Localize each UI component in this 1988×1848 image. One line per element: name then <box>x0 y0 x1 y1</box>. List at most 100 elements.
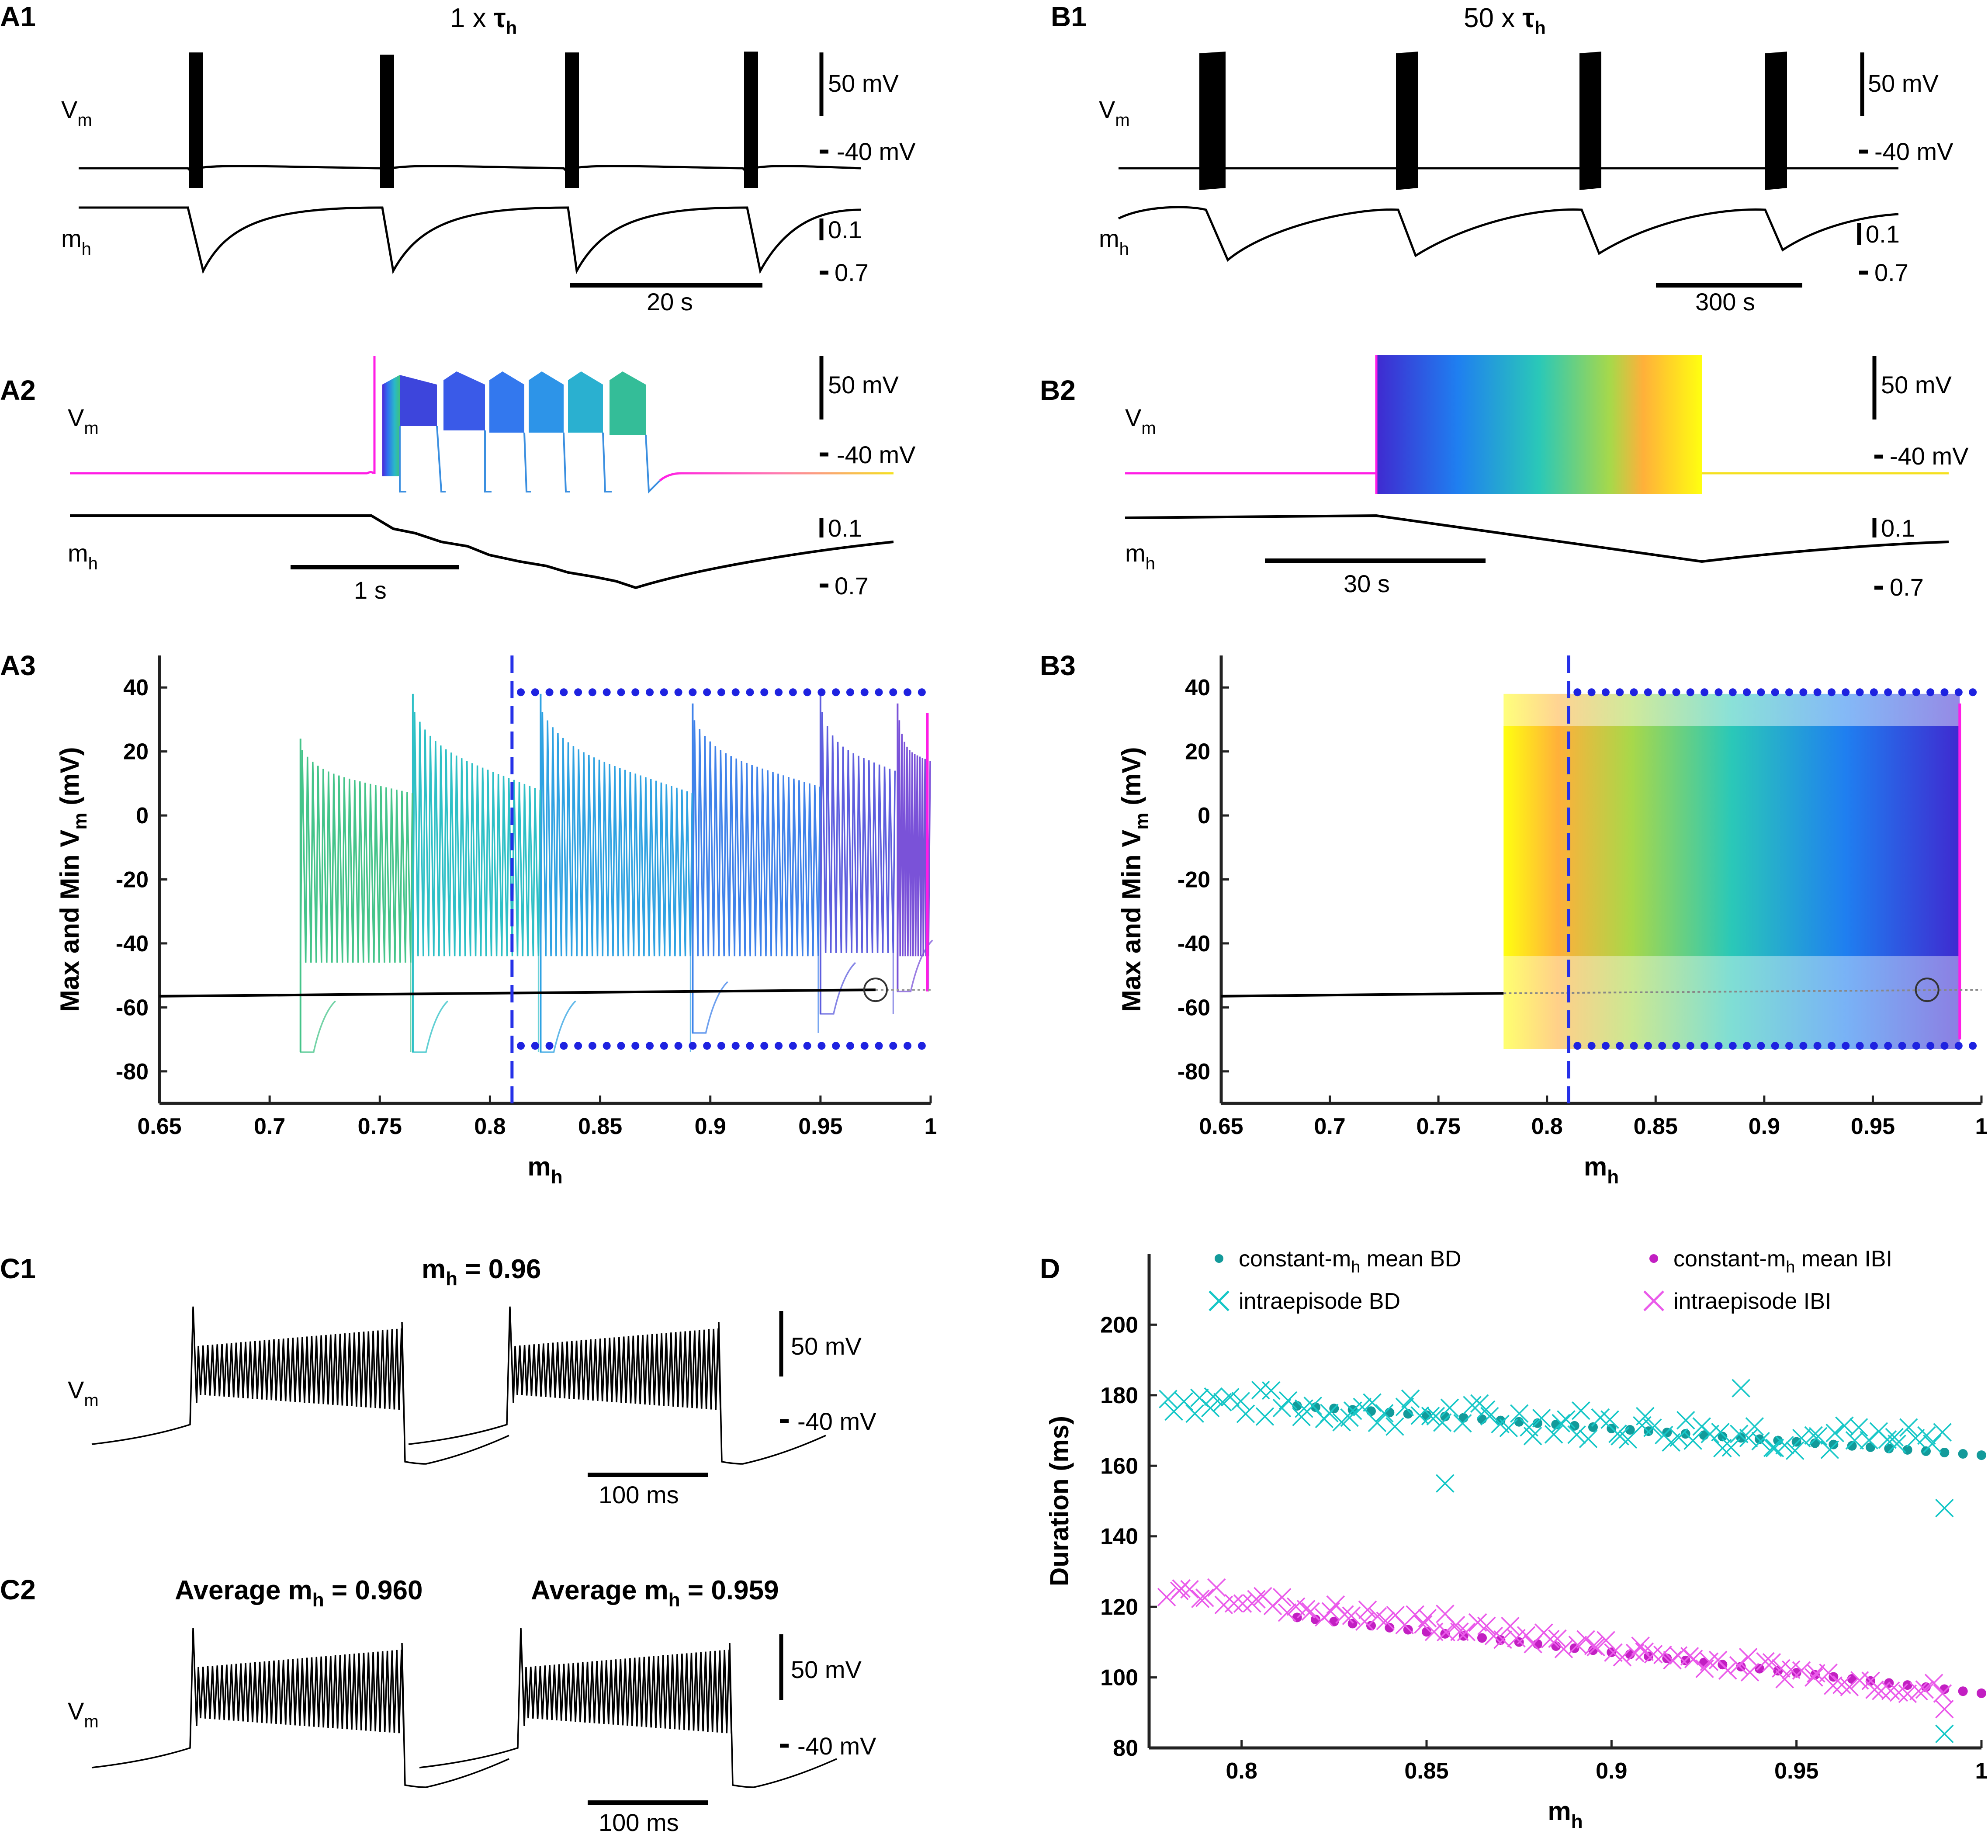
a3-burst-spikes <box>412 712 541 957</box>
burst-band-B2 <box>1376 355 1702 494</box>
a3-max-dot <box>775 688 783 697</box>
b3-max-dot <box>1686 688 1694 697</box>
a3-x-tick-label: 0.95 <box>798 1114 842 1139</box>
vm-label-C1: Vm <box>68 1376 99 1410</box>
panel-label-C2: C2 <box>0 1574 36 1605</box>
a3-y-tick-label: -60 <box>116 995 149 1020</box>
b3-min-dot <box>1969 1042 1977 1050</box>
b3-y-tick-label: -40 <box>1178 931 1210 957</box>
d-intra-bd-point <box>1174 1392 1193 1411</box>
d-mean-bd-point <box>1866 1442 1875 1452</box>
d-mean-ibi-point <box>1366 1621 1376 1631</box>
d-intra-bd-point <box>1344 1401 1362 1420</box>
a3-x-tick-label: 0.75 <box>358 1114 402 1139</box>
d-intra-bd-point <box>1917 1426 1936 1445</box>
d-intra-ibi-point <box>1663 1650 1682 1670</box>
d-y-tick-label: 180 <box>1100 1383 1138 1408</box>
b3-x-tick-label: 0.65 <box>1199 1114 1243 1139</box>
d-intra-bd-point <box>1600 1410 1619 1429</box>
d-intra-bd-point <box>1433 1413 1452 1432</box>
b3-min-dot <box>1573 1042 1582 1050</box>
d-intra-ibi-point <box>1898 1684 1917 1703</box>
d-intra-ibi-point <box>1501 1616 1520 1636</box>
d-intra-ibi-point <box>1207 1578 1226 1597</box>
b3-max-dot <box>1701 688 1709 697</box>
ref-v-label-A1: -40 mV <box>837 138 916 165</box>
d-mean-ibi-point <box>1958 1686 1968 1696</box>
d-mean-bd-point <box>1588 1422 1598 1432</box>
d-mean-bd-point <box>1403 1409 1413 1419</box>
a3-max-dot <box>832 688 840 697</box>
d-intra-bd-point <box>1552 1414 1570 1433</box>
a3-max-dot <box>731 688 740 697</box>
panel-title-C2-left: Average mh = 0.960 <box>175 1575 423 1611</box>
d-intra-bd-point <box>1804 1426 1823 1445</box>
d-mean-bd-point <box>1791 1437 1801 1447</box>
a3-x-tick-label: 0.8 <box>474 1114 506 1139</box>
scalebar-t-label-A1: 20 s <box>647 288 693 316</box>
d-mean-ibi-point <box>1347 1619 1358 1629</box>
d-intra-bd-point <box>1739 1428 1758 1447</box>
burst-A1-1 <box>189 52 203 188</box>
d-intra-ibi-point <box>1740 1663 1759 1682</box>
d-intra-ibi-point <box>1450 1622 1469 1641</box>
a3-min-dot <box>717 1042 725 1050</box>
d-intra-bd-point-outlier <box>1935 1498 1954 1518</box>
d-intra-bd-point-outlier <box>1935 1724 1954 1743</box>
d-intra-ibi-point <box>1889 1683 1908 1702</box>
b3-min-band-light <box>1503 956 1960 1049</box>
d-intra-bd-point <box>1159 1390 1178 1408</box>
c2-left-burst-trace <box>91 1627 509 1788</box>
d-intra-bd-point <box>1201 1398 1220 1418</box>
d-intra-bd-point <box>1923 1434 1942 1453</box>
d-intra-ibi-point <box>1756 1652 1775 1671</box>
b3-min-dot <box>1785 1042 1794 1050</box>
scalebar-m-label-B2: 0.1 <box>1881 514 1915 542</box>
d-intra-ibi-point <box>1335 1605 1354 1624</box>
chart-D: 0.8 0.85 0.9 0.95 180100120140160180200mhDur… <box>1045 1254 1988 1832</box>
a3-min-dot <box>775 1042 783 1050</box>
a3-max-dot <box>860 688 869 697</box>
a3-max-dot <box>646 688 654 697</box>
b3-min-dot <box>1672 1042 1680 1050</box>
d-intra-bd-point <box>1775 1436 1794 1455</box>
d-intra-bd-point <box>1204 1387 1223 1406</box>
b3-min-dot <box>1870 1042 1878 1050</box>
panel-label-D: D <box>1040 1253 1060 1284</box>
burst-A2-4 <box>529 371 564 433</box>
d-intra-ibi-point <box>1517 1626 1536 1645</box>
d-mean-bd-point <box>1829 1439 1839 1449</box>
mh-label-A1: mh <box>61 225 91 259</box>
a3-max-dot <box>574 688 582 697</box>
scalebar-v-label-C1: 50 mV <box>791 1332 862 1360</box>
d-y-tick-label: 80 <box>1113 1736 1138 1761</box>
d-intra-bd-point <box>1808 1427 1828 1446</box>
d-intra-ibi-point <box>1414 1615 1433 1634</box>
b3-min-dot <box>1743 1042 1751 1050</box>
b3-max-dot <box>1573 688 1582 697</box>
a3-min-dot <box>689 1042 697 1050</box>
b3-min-dot <box>1714 1042 1723 1050</box>
d-intra-ibi-point <box>1576 1630 1595 1649</box>
a3-min-dot <box>617 1042 625 1050</box>
d-intra-bd-point <box>1820 1440 1839 1459</box>
b3-min-dot <box>1644 1042 1652 1050</box>
scalebar-v-label-B1: 50 mV <box>1868 69 1939 97</box>
ref-m-label-B2: 0.7 <box>1890 573 1924 601</box>
chart-A3: 0.65 0.7 0.75 0.8 0.85 0.9 0.95 1 -80 -60 -40 -20 0 2… <box>55 655 937 1188</box>
d-intra-bd-point <box>1363 1393 1382 1412</box>
scalebar-t-label-A2: 1 s <box>354 576 387 604</box>
b3-min-dot <box>1940 1042 1949 1050</box>
b3-min-dot <box>1587 1042 1596 1050</box>
a3-min-dot <box>817 1042 826 1050</box>
burst-B1-1 <box>1199 52 1226 190</box>
a3-min-dot <box>860 1042 869 1050</box>
b3-x-tick-label: 0.85 <box>1634 1114 1678 1139</box>
d-intra-bd-point <box>1567 1425 1586 1444</box>
a3-burst-spikes <box>820 712 896 953</box>
a3-x-tick-label: 1 <box>925 1114 937 1139</box>
d-mean-bd-point <box>1569 1421 1579 1431</box>
d-intra-bd-point <box>1888 1434 1906 1453</box>
a3-max-dot <box>517 688 525 697</box>
b3-x-label: mh <box>1584 1152 1619 1188</box>
